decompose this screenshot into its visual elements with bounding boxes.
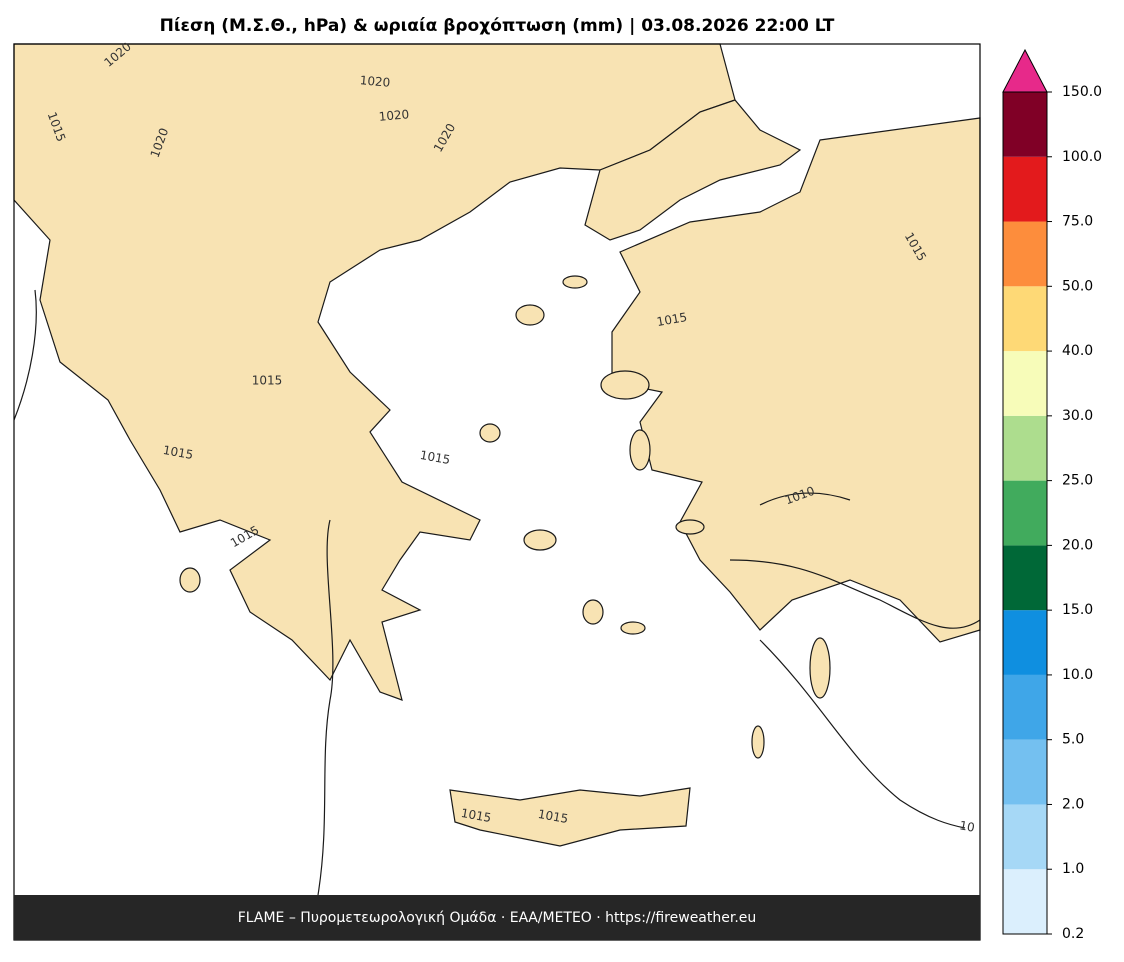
island xyxy=(629,429,651,471)
isobar xyxy=(13,289,37,421)
colorbar-segment xyxy=(1003,415,1047,481)
contour-label: 1020 xyxy=(359,73,391,90)
title: Πίεση (Μ.Σ.Θ., hPa) & ωριαία βροχόπτωση … xyxy=(160,16,835,36)
thrace xyxy=(584,99,802,241)
contour-label: 1015 xyxy=(656,310,689,329)
footer-band xyxy=(14,895,980,940)
colorbar-segment xyxy=(1003,545,1047,611)
colorbar-tick-label: 20.0 xyxy=(1062,537,1093,553)
colorbar-extend xyxy=(1002,48,1048,93)
contour-label: 10 xyxy=(958,818,975,834)
colorbar-tick-label: 100.0 xyxy=(1062,149,1102,165)
island xyxy=(620,621,646,635)
colorbar-tick-label: 25.0 xyxy=(1062,473,1093,489)
colorbar-tick-label: 150.0 xyxy=(1062,84,1102,100)
colorbar-segment xyxy=(1003,739,1047,805)
balkans xyxy=(13,43,736,701)
island xyxy=(179,567,201,593)
isobar xyxy=(317,519,334,896)
colorbar-tick-label: 1.0 xyxy=(1062,861,1084,877)
colorbar-tick-label: 10.0 xyxy=(1062,667,1093,683)
contour-label: 1015 xyxy=(537,807,570,826)
colorbar-segment xyxy=(1003,351,1047,416)
colorbar: 0.2 1.0 2.0 5.0 10.0 15.0 20.0 25.0 30.0 40.0 50.0… xyxy=(1002,48,1102,942)
contour-label: 1020 xyxy=(378,107,410,124)
colorbar-segment xyxy=(1003,92,1047,157)
colorbar-tick-label: 30.0 xyxy=(1062,408,1093,424)
anatolia xyxy=(611,117,981,643)
colorbar-segment xyxy=(1003,869,1047,934)
map xyxy=(13,43,981,941)
colorbar-segment xyxy=(1003,286,1047,352)
contour-label: 1015 xyxy=(419,448,452,467)
contour-label: 1015 xyxy=(162,443,195,462)
colorbar-tick-label: 2.0 xyxy=(1062,796,1084,812)
colorbar-segment xyxy=(1003,156,1047,222)
colorbar-segment xyxy=(1003,221,1047,287)
colorbar-segment xyxy=(1003,480,1047,546)
colorbar-segment xyxy=(1003,804,1047,870)
island xyxy=(523,529,557,551)
island xyxy=(809,637,831,699)
contour-label: 1015 xyxy=(460,806,493,825)
colorbar-tick-label: 50.0 xyxy=(1062,278,1093,294)
colorbar-tick-label: 40.0 xyxy=(1062,343,1093,359)
isobar xyxy=(729,559,981,629)
island xyxy=(562,275,588,289)
crete xyxy=(449,787,691,847)
isobar xyxy=(759,639,966,829)
colorbar-tick-label: 75.0 xyxy=(1062,214,1093,230)
island xyxy=(515,304,545,326)
island xyxy=(675,519,705,535)
island xyxy=(582,599,604,625)
island xyxy=(600,370,650,400)
colorbar-frame xyxy=(1002,91,1048,935)
colorbar-tick-label: 5.0 xyxy=(1062,732,1084,748)
colorbar-segment xyxy=(1003,674,1047,740)
island xyxy=(751,725,765,759)
colorbar-segment xyxy=(1003,610,1047,675)
footer: FLAME – Πυρομετεωρολογική Ομάδα · ΕΑΑ/ME… xyxy=(238,910,757,926)
isobar xyxy=(759,492,851,506)
colorbar-tick-label: 0.2 xyxy=(1062,926,1084,942)
island xyxy=(479,423,501,443)
colorbar-tick-label: 15.0 xyxy=(1062,602,1093,618)
contour-label: 1015 xyxy=(252,374,283,388)
